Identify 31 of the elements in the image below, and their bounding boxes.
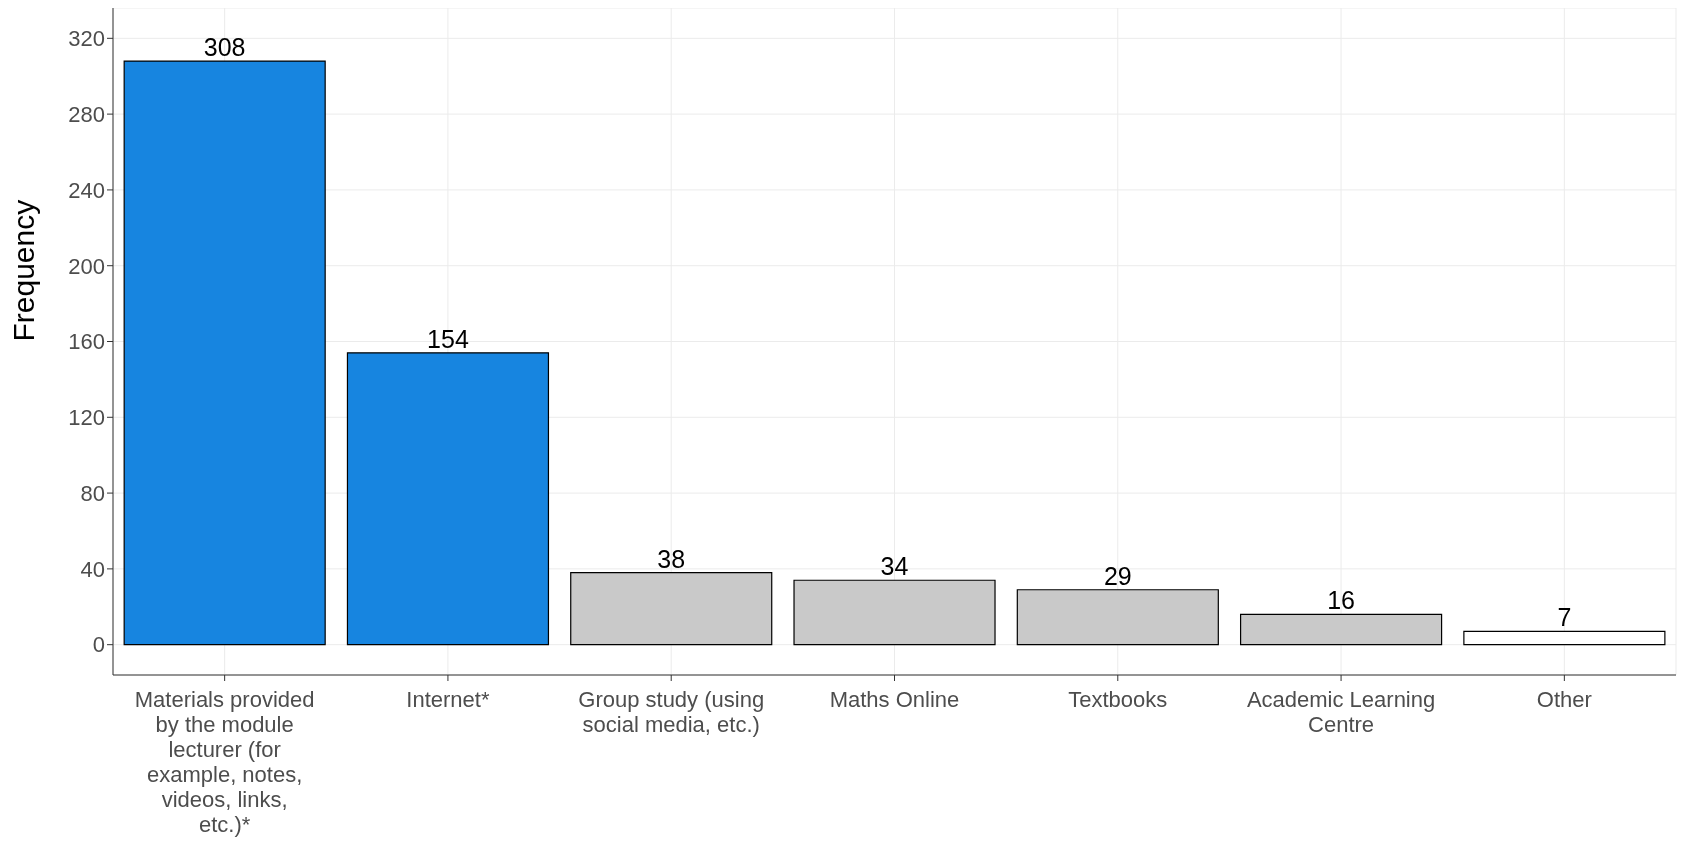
bar [123,60,326,646]
y-tick-label: 320 [68,26,105,52]
data-label: 29 [1103,561,1132,590]
x-tick-label: Group study (using social media, etc.) [578,687,765,737]
data-label: 16 [1327,586,1355,615]
y-tick-label: 40 [80,556,105,582]
x-tick-label: Materials provided by the module lecturer (for example, notes, videos, links, etc.)* [134,687,315,837]
y-axis-title: Frequency [6,199,40,342]
bar [1239,613,1443,646]
x-tick-label: Academic Learning Centre [1246,687,1436,737]
y-tick-label: 200 [68,253,105,279]
bar [793,579,996,646]
bar [346,352,550,646]
x-tick-label: Maths Online [829,687,960,712]
y-tick-label: 160 [68,329,105,355]
bar [570,572,773,646]
bar [1016,589,1219,646]
y-tick-label: 120 [68,405,105,431]
x-tick-label: Internet* [406,687,490,712]
bar [1463,630,1666,646]
y-tick-label: 0 [92,632,105,658]
data-label: 308 [203,33,246,62]
data-label: 38 [657,544,686,573]
y-tick-label: 80 [80,480,105,506]
y-tick-label: 280 [68,101,105,127]
y-tick-label: 240 [68,177,105,203]
data-label: 154 [427,324,469,353]
data-label: 7 [1557,603,1572,632]
x-tick-label: Textbooks [1068,687,1168,712]
data-label: 34 [880,552,909,581]
x-tick-label: Other [1536,687,1592,712]
